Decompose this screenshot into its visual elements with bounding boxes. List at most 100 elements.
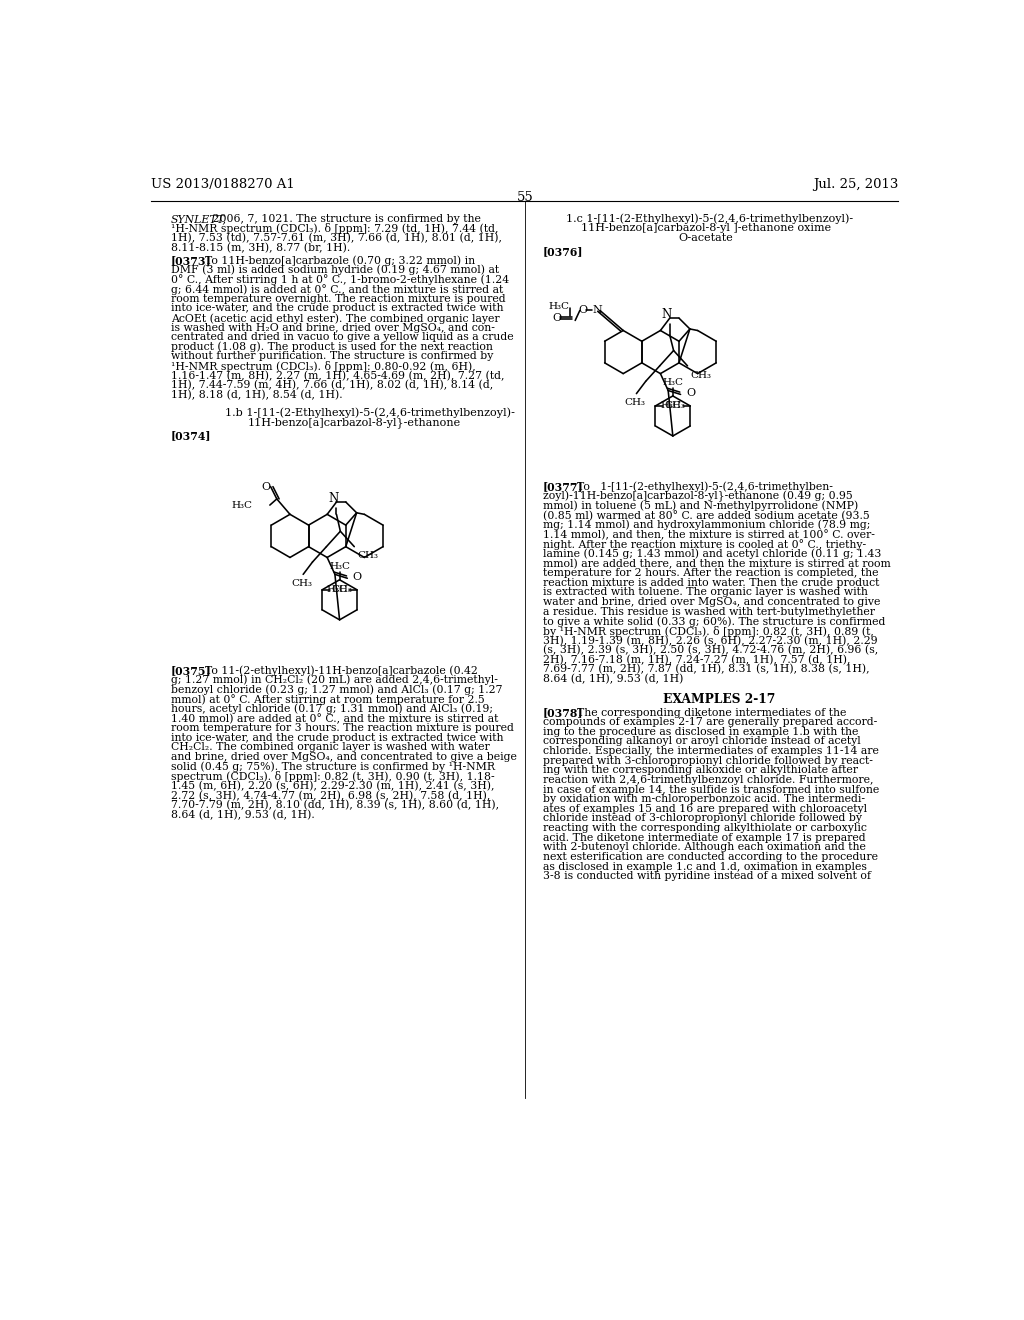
Text: ates of examples 15 and 16 are prepared with chloroacetyl: ates of examples 15 and 16 are prepared …: [543, 804, 866, 814]
Text: H₃C: H₃C: [329, 561, 350, 570]
Text: g; 1.27 mmol) in CH₂Cl₂ (20 mL) are added 2,4,6-trimethyl-: g; 1.27 mmol) in CH₂Cl₂ (20 mL) are adde…: [171, 675, 498, 685]
Text: by ¹H-NMR spectrum (CDCl₃). δ [ppm]: 0.82 (t, 3H), 0.89 (t,: by ¹H-NMR spectrum (CDCl₃). δ [ppm]: 0.8…: [543, 626, 873, 636]
Text: [0376]: [0376]: [543, 247, 583, 257]
Text: water and brine, dried over MgSO₄, and concentrated to give: water and brine, dried over MgSO₄, and c…: [543, 597, 880, 607]
Text: hours, acetyl chloride (0.17 g; 1.31 mmol) and AlCl₃ (0.19;: hours, acetyl chloride (0.17 g; 1.31 mmo…: [171, 704, 493, 714]
Text: g; 6.44 mmol) is added at 0° C., and the mixture is stirred at: g; 6.44 mmol) is added at 0° C., and the…: [171, 284, 503, 294]
Text: temperature for 2 hours. After the reaction is completed, the: temperature for 2 hours. After the react…: [543, 568, 879, 578]
Text: room temperature overnight. The reaction mixture is poured: room temperature overnight. The reaction…: [171, 294, 505, 304]
Text: 1H), 7.53 (td), 7.57-7.61 (m, 3H), 7.66 (d, 1H), 8.01 (d, 1H),: 1H), 7.53 (td), 7.57-7.61 (m, 3H), 7.66 …: [171, 234, 502, 243]
Text: and brine, dried over MgSO₄, and concentrated to give a beige: and brine, dried over MgSO₄, and concent…: [171, 752, 516, 762]
Text: 8.64 (d, 1H), 9.53 (d, 1H).: 8.64 (d, 1H), 9.53 (d, 1H).: [171, 809, 314, 820]
Text: reacting with the corresponding alkylthiolate or carboxylic: reacting with the corresponding alkylthi…: [543, 824, 866, 833]
Text: 7.69-7.77 (m, 2H), 7.87 (dd, 1H), 8.31 (s, 1H), 8.38 (s, 1H),: 7.69-7.77 (m, 2H), 7.87 (dd, 1H), 8.31 (…: [543, 664, 869, 675]
Text: to give a white solid (0.33 g; 60%). The structure is confirmed: to give a white solid (0.33 g; 60%). The…: [543, 616, 885, 627]
Text: chloride. Especially, the intermediates of examples 11-14 are: chloride. Especially, the intermediates …: [543, 746, 879, 756]
Text: night. After the reaction mixture is cooled at 0° C., triethy-: night. After the reaction mixture is coo…: [543, 539, 865, 550]
Text: N: N: [592, 305, 602, 315]
Text: CH₃: CH₃: [625, 399, 645, 408]
Text: ¹H-NMR spectrum (CDCl₃). δ [ppm]: 7.29 (td, 1H), 7.44 (td,: ¹H-NMR spectrum (CDCl₃). δ [ppm]: 7.29 (…: [171, 223, 498, 235]
Text: chloride instead of 3-chloropropionyl chloride followed by: chloride instead of 3-chloropropionyl ch…: [543, 813, 861, 824]
Text: O: O: [552, 313, 561, 323]
Text: Jul. 25, 2013: Jul. 25, 2013: [813, 178, 898, 190]
Text: as disclosed in example 1.c and 1.d, oximation in examples: as disclosed in example 1.c and 1.d, oxi…: [543, 862, 866, 871]
Text: into ice-water, and the crude product is extracted twice with: into ice-water, and the crude product is…: [171, 304, 503, 313]
Text: ing with the corresponding alkoxide or alkylthiolate after: ing with the corresponding alkoxide or a…: [543, 766, 858, 775]
Text: 2.72 (s, 3H), 4.74-4.77 (m, 2H), 6.98 (s, 2H), 7.58 (d, 1H),: 2.72 (s, 3H), 4.74-4.77 (m, 2H), 6.98 (s…: [171, 791, 490, 801]
Text: 3-8 is conducted with pyridine instead of a mixed solvent of: 3-8 is conducted with pyridine instead o…: [543, 871, 870, 882]
Text: DMF (3 ml) is added sodium hydride (0.19 g; 4.67 mmol) at: DMF (3 ml) is added sodium hydride (0.19…: [171, 265, 499, 276]
Text: spectrum (CDCl₃). δ [ppm]: 0.82 (t, 3H), 0.90 (t, 3H), 1.18-: spectrum (CDCl₃). δ [ppm]: 0.82 (t, 3H),…: [171, 771, 495, 783]
Text: 1H), 8.18 (d, 1H), 8.54 (d, 1H).: 1H), 8.18 (d, 1H), 8.54 (d, 1H).: [171, 389, 342, 400]
Text: 2006, 7, 1021. The structure is confirmed by the: 2006, 7, 1021. The structure is confirme…: [209, 214, 481, 224]
Text: centrated and dried in vacuo to give a yellow liquid as a crude: centrated and dried in vacuo to give a y…: [171, 333, 513, 342]
Text: 3H), 1.19-1.39 (m, 8H), 2.26 (s, 6H), 2.27-2.30 (m, 1H), 2.29: 3H), 1.19-1.39 (m, 8H), 2.26 (s, 6H), 2.…: [543, 635, 878, 645]
Text: reaction mixture is added into water. Then the crude product: reaction mixture is added into water. Th…: [543, 578, 879, 587]
Text: To 11H-benzo[a]carbazole (0.70 g; 3.22 mmol) in: To 11H-benzo[a]carbazole (0.70 g; 3.22 m…: [205, 255, 475, 265]
Text: O: O: [579, 305, 588, 315]
Text: N: N: [662, 308, 672, 321]
Text: H₃C: H₃C: [660, 401, 681, 411]
Text: CH₂Cl₂. The combined organic layer is washed with water: CH₂Cl₂. The combined organic layer is wa…: [171, 742, 489, 752]
Text: O: O: [352, 572, 361, 582]
Text: 0° C., After stirring 1 h at 0° C., 1-bromo-2-ethylhexane (1.24: 0° C., After stirring 1 h at 0° C., 1-br…: [171, 275, 509, 285]
Text: [0374]: [0374]: [171, 430, 211, 441]
Text: H₃C: H₃C: [231, 500, 252, 510]
Text: 2H), 7.16-7.18 (m, 1H), 7.24-7.27 (m, 1H), 7.57 (d, 1H),: 2H), 7.16-7.18 (m, 1H), 7.24-7.27 (m, 1H…: [543, 655, 850, 665]
Text: mmol) are added there, and then the mixture is stirred at room: mmol) are added there, and then the mixt…: [543, 558, 891, 569]
Text: 8.64 (d, 1H), 9.53 (d, 1H): 8.64 (d, 1H), 9.53 (d, 1H): [543, 675, 683, 684]
Text: (0.85 ml) warmed at 80° C. are added sodium acetate (93.5: (0.85 ml) warmed at 80° C. are added sod…: [543, 511, 869, 521]
Text: room temperature for 3 hours. The reaction mixture is poured: room temperature for 3 hours. The reacti…: [171, 723, 513, 733]
Text: CH₃: CH₃: [665, 401, 686, 411]
Text: EXAMPLES 2-17: EXAMPLES 2-17: [663, 693, 775, 706]
Text: mmol) at 0° C. After stirring at room temperature for 2.5: mmol) at 0° C. After stirring at room te…: [171, 694, 484, 705]
Text: solid (0.45 g; 75%). The structure is confirmed by ¹H-NMR: solid (0.45 g; 75%). The structure is co…: [171, 762, 495, 772]
Text: into ice-water, and the crude product is extracted twice with: into ice-water, and the crude product is…: [171, 733, 503, 743]
Text: product (1.08 g). The product is used for the next reaction: product (1.08 g). The product is used fo…: [171, 342, 493, 352]
Text: compounds of examples 2-17 are generally prepared accord-: compounds of examples 2-17 are generally…: [543, 717, 877, 727]
Text: ing to the procedure as disclosed in example 1.b with the: ing to the procedure as disclosed in exa…: [543, 727, 858, 737]
Text: 1H), 7.44-7.59 (m, 4H), 7.66 (d, 1H), 8.02 (d, 1H), 8.14 (d,: 1H), 7.44-7.59 (m, 4H), 7.66 (d, 1H), 8.…: [171, 380, 493, 391]
Text: zoyl)-11H-benzo[a]carbazol-8-yl}-ethanone (0.49 g; 0.95: zoyl)-11H-benzo[a]carbazol-8-yl}-ethanon…: [543, 491, 852, 503]
Text: H₃C: H₃C: [549, 302, 569, 312]
Text: CH₃: CH₃: [690, 371, 712, 380]
Text: US 2013/0188270 A1: US 2013/0188270 A1: [152, 178, 295, 190]
Text: 8.11-8.15 (m, 3H), 8.77 (br, 1H).: 8.11-8.15 (m, 3H), 8.77 (br, 1H).: [171, 243, 350, 253]
Text: 1.14 mmol), and then, the mixture is stirred at 100° C. over-: 1.14 mmol), and then, the mixture is sti…: [543, 529, 874, 540]
Text: a residue. This residue is washed with tert-butylmethylether: a residue. This residue is washed with t…: [543, 607, 874, 616]
Text: acid. The diketone intermediate of example 17 is prepared: acid. The diketone intermediate of examp…: [543, 833, 865, 842]
Text: 11H-benzo[a]carbazol-8-yl}-ethanone: 11H-benzo[a]carbazol-8-yl}-ethanone: [248, 417, 462, 428]
Text: H₃C: H₃C: [663, 378, 683, 387]
Text: lamine (0.145 g; 1.43 mmol) and acetyl chloride (0.11 g; 1.43: lamine (0.145 g; 1.43 mmol) and acetyl c…: [543, 549, 881, 560]
Text: To 11-(2-ethylhexyl)-11H-benzo[a]carbazole (0.42: To 11-(2-ethylhexyl)-11H-benzo[a]carbazo…: [205, 665, 477, 676]
Text: reaction with 2,4,6-trimethylbenzoyl chloride. Furthermore,: reaction with 2,4,6-trimethylbenzoyl chl…: [543, 775, 873, 785]
Text: O: O: [261, 482, 270, 491]
Text: To   1-[11-(2-ethylhexyl)-5-(2,4,6-trimethylben-: To 1-[11-(2-ethylhexyl)-5-(2,4,6-trimeth…: [577, 482, 833, 492]
Text: [0378]: [0378]: [543, 708, 583, 718]
Text: ¹H-NMR spectrum (CDCl₃). δ [ppm]: 0.80-0.92 (m, 6H),: ¹H-NMR spectrum (CDCl₃). δ [ppm]: 0.80-0…: [171, 362, 475, 372]
Text: CH₃: CH₃: [357, 552, 379, 560]
Text: in case of example 14, the sulfide is transformed into sulfone: in case of example 14, the sulfide is tr…: [543, 784, 879, 795]
Text: (s, 3H), 2.39 (s, 3H), 2.50 (s, 3H), 4.72-4.76 (m, 2H), 6.96 (s,: (s, 3H), 2.39 (s, 3H), 2.50 (s, 3H), 4.7…: [543, 645, 878, 656]
Text: corresponding alkanoyl or aroyl chloride instead of acetyl: corresponding alkanoyl or aroyl chloride…: [543, 737, 860, 747]
Text: mg; 1.14 mmol) and hydroxylammonium chloride (78.9 mg;: mg; 1.14 mmol) and hydroxylammonium chlo…: [543, 520, 870, 531]
Text: mmol) in toluene (5 mL) and N-methylpyrrolidone (NMP): mmol) in toluene (5 mL) and N-methylpyrr…: [543, 500, 858, 511]
Text: is washed with H₂O and brine, dried over MgSO₄, and con-: is washed with H₂O and brine, dried over…: [171, 322, 495, 333]
Text: 55: 55: [516, 191, 534, 203]
Text: [0375]: [0375]: [171, 665, 211, 676]
Text: O-acetate: O-acetate: [678, 234, 733, 243]
Text: SYNLETT,: SYNLETT,: [171, 214, 226, 224]
Text: 1.c 1-[11-(2-Ethylhexyl)-5-(2,4,6-trimethylbenzoyl)-: 1.c 1-[11-(2-Ethylhexyl)-5-(2,4,6-trimet…: [566, 214, 853, 224]
Text: N: N: [329, 491, 339, 504]
Text: with 2-butenoyl chloride. Although each oximation and the: with 2-butenoyl chloride. Although each …: [543, 842, 865, 853]
Text: 1.45 (m, 6H), 2.20 (s, 6H), 2.29-2.30 (m, 1H), 2.41 (s, 3H),: 1.45 (m, 6H), 2.20 (s, 6H), 2.29-2.30 (m…: [171, 780, 495, 791]
Text: without further purification. The structure is confirmed by: without further purification. The struct…: [171, 351, 493, 362]
Text: CH₃: CH₃: [291, 579, 312, 587]
Text: [0377]: [0377]: [543, 482, 584, 492]
Text: 1.b 1-[11-(2-Ethylhexyl)-5-(2,4,6-trimethylbenzoyl)-: 1.b 1-[11-(2-Ethylhexyl)-5-(2,4,6-trimet…: [225, 408, 515, 418]
Text: benzoyl chloride (0.23 g; 1.27 mmol) and AlCl₃ (0.17 g; 1.27: benzoyl chloride (0.23 g; 1.27 mmol) and…: [171, 685, 502, 696]
Text: 1.16-1.47 (m, 8H), 2.27 (m, 1H), 4.65-4.69 (m, 2H), 7.27 (td,: 1.16-1.47 (m, 8H), 2.27 (m, 1H), 4.65-4.…: [171, 371, 504, 381]
Text: by oxidation with m-chloroperbonzoic acid. The intermedi-: by oxidation with m-chloroperbonzoic aci…: [543, 795, 864, 804]
Text: 7.70-7.79 (m, 2H), 8.10 (dd, 1H), 8.39 (s, 1H), 8.60 (d, 1H),: 7.70-7.79 (m, 2H), 8.10 (dd, 1H), 8.39 (…: [171, 800, 499, 810]
Text: 11H-benzo[a]carbazol-8-yl ]-ethanone oxime: 11H-benzo[a]carbazol-8-yl ]-ethanone oxi…: [582, 223, 831, 234]
